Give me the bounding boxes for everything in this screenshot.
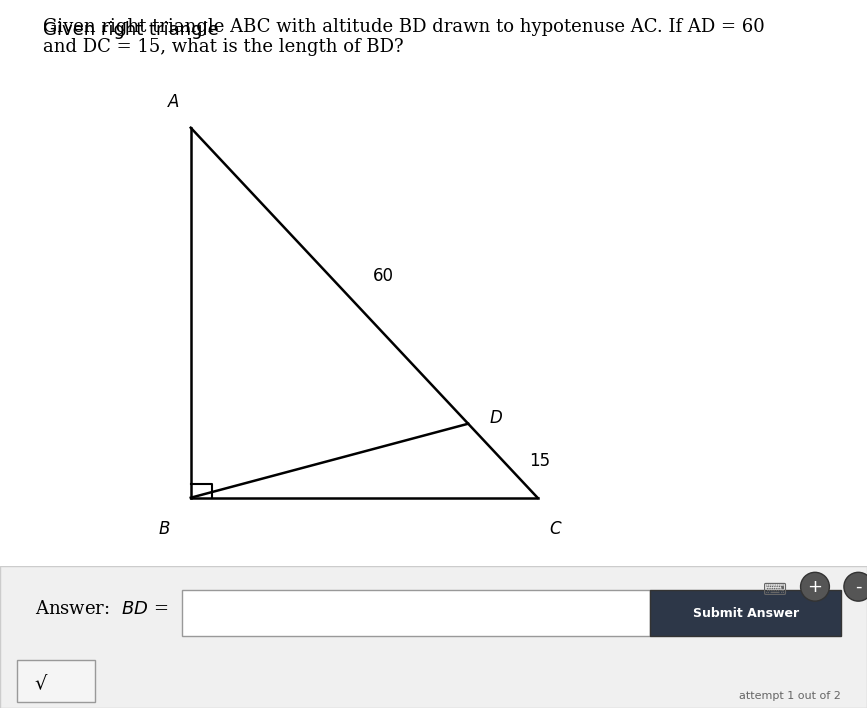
FancyBboxPatch shape [650, 590, 841, 636]
Text: Submit Answer: Submit Answer [693, 607, 799, 620]
Text: √: √ [35, 673, 47, 692]
Text: A: A [167, 93, 179, 111]
Text: 60: 60 [373, 267, 394, 285]
Text: 15: 15 [529, 452, 550, 469]
Text: Answer:  $BD$ =: Answer: $BD$ = [35, 600, 168, 618]
Text: -: - [855, 578, 862, 595]
Text: attempt 1 out of 2: attempt 1 out of 2 [739, 691, 841, 701]
FancyBboxPatch shape [17, 660, 95, 702]
Text: Given right triangle ABC with altitude BD drawn to hypotenuse AC. If AD = 60
and: Given right triangle ABC with altitude B… [43, 18, 765, 57]
Text: +: + [807, 578, 823, 595]
Text: Given right triangle: Given right triangle [43, 21, 225, 39]
Text: ⌨: ⌨ [763, 581, 787, 598]
FancyBboxPatch shape [182, 590, 650, 636]
Text: B: B [159, 520, 171, 538]
Text: D: D [490, 409, 503, 427]
Text: C: C [549, 520, 561, 538]
